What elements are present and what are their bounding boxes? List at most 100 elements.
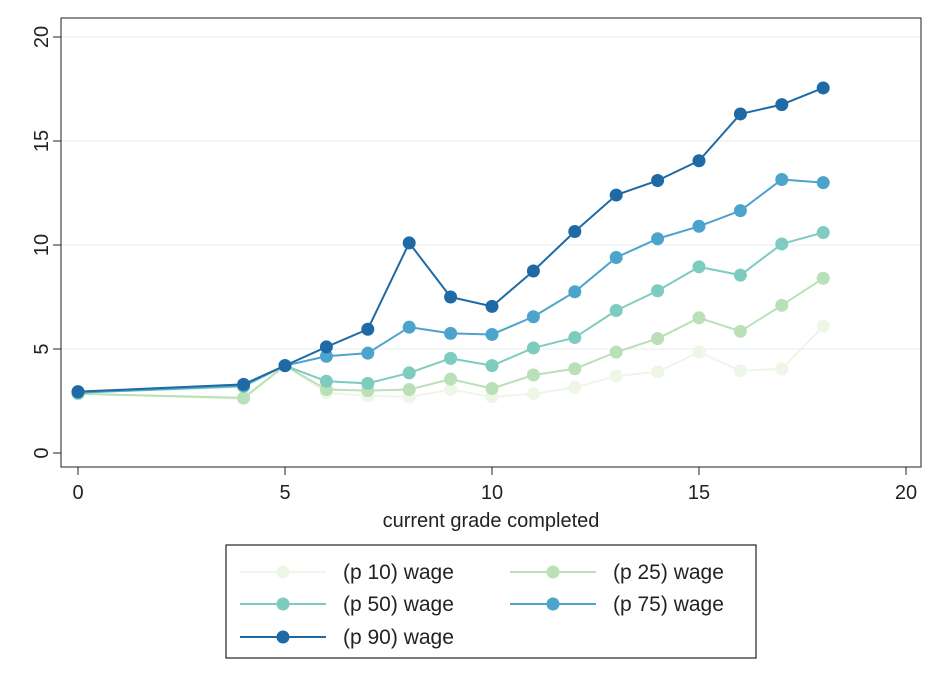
data-point (568, 362, 582, 376)
data-point (444, 290, 458, 304)
data-point (319, 349, 333, 363)
data-point (485, 299, 499, 313)
data-point (237, 377, 251, 391)
data-point (568, 380, 582, 394)
legend-item: (p 75) wage (510, 593, 724, 616)
data-point (485, 327, 499, 341)
data-point (361, 346, 375, 360)
series-line (77, 325, 824, 400)
legend-swatch-marker (276, 630, 290, 644)
data-point (775, 172, 789, 186)
x-tick-label: 20 (895, 482, 917, 504)
legend-item: (p 25) wage (510, 561, 724, 584)
data-point (526, 368, 540, 382)
data-point (692, 219, 706, 233)
data-point (816, 176, 830, 190)
data-point (526, 387, 540, 401)
data-point (485, 382, 499, 396)
data-point (692, 345, 706, 359)
data-point (485, 359, 499, 373)
data-point (278, 359, 292, 373)
data-point (319, 340, 333, 354)
data-point (816, 226, 830, 240)
legend: (p 10) wage (p 25) wage (p 50) wage (p 75) … (225, 544, 757, 659)
y-tick-label: 5 (31, 343, 53, 354)
series-4 (71, 81, 830, 399)
data-point (526, 264, 540, 278)
data-point (444, 383, 458, 397)
series-1 (71, 271, 830, 405)
data-point (444, 351, 458, 365)
data-point (402, 320, 416, 334)
data-point (733, 204, 747, 218)
x-axis-title: current grade completed (383, 510, 600, 532)
data-point (651, 332, 665, 346)
data-point (733, 107, 747, 121)
data-point (609, 345, 623, 359)
data-point (692, 311, 706, 325)
y-tick-label: 0 (31, 447, 53, 458)
series-3 (71, 172, 830, 400)
data-point (444, 326, 458, 340)
legend-label: (p 90) wage (343, 626, 454, 649)
y-tick-label: 15 (31, 130, 53, 152)
x-tick-label: 10 (481, 482, 503, 504)
data-point (609, 250, 623, 264)
data-point (733, 324, 747, 338)
data-point (568, 331, 582, 345)
data-point (816, 81, 830, 95)
data-point (526, 341, 540, 355)
data-point (526, 310, 540, 324)
data-point (733, 364, 747, 378)
data-point (733, 268, 747, 282)
data-point (692, 260, 706, 274)
x-tick-label: 15 (688, 482, 710, 504)
x-tick-label: 0 (72, 482, 83, 504)
series-line (77, 87, 824, 393)
data-point (651, 365, 665, 379)
series-line (77, 277, 824, 399)
legend-item: (p 90) wage (240, 626, 454, 649)
data-point (609, 369, 623, 383)
legend-swatch-marker (276, 597, 290, 611)
legend-swatch-marker (276, 565, 290, 579)
data-point (444, 372, 458, 386)
legend-label: (p 75) wage (613, 593, 724, 616)
data-point (816, 271, 830, 285)
data-point (402, 366, 416, 380)
data-point (609, 304, 623, 318)
data-point (319, 374, 333, 388)
data-point (775, 362, 789, 376)
legend-swatch-marker (546, 597, 560, 611)
data-point (237, 391, 251, 405)
data-point (775, 237, 789, 251)
legend-label: (p 10) wage (343, 561, 454, 584)
data-point (609, 188, 623, 202)
legend-item: (p 10) wage (240, 561, 454, 584)
data-point (361, 322, 375, 336)
data-point (651, 284, 665, 298)
y-tick-label: 20 (31, 26, 53, 48)
series-line (77, 178, 824, 394)
data-point (692, 154, 706, 168)
data-point (71, 385, 85, 399)
x-tick-label: 5 (279, 482, 290, 504)
data-point (651, 232, 665, 246)
axes: 0 5 10 15 20 0 5 10 15 20 (31, 26, 917, 504)
data-point (402, 383, 416, 397)
data-point (361, 376, 375, 390)
legend-swatch-marker (546, 565, 560, 579)
legend-label: (p 50) wage (343, 593, 454, 616)
data-point (651, 174, 665, 188)
legend-item: (p 50) wage (240, 593, 454, 616)
data-point (775, 98, 789, 112)
data-point (775, 298, 789, 312)
data-point (568, 285, 582, 299)
data-point (568, 224, 582, 238)
data-point (402, 236, 416, 250)
data-point (816, 319, 830, 333)
series-line (77, 231, 824, 394)
series-group (71, 81, 830, 406)
legend-label: (p 25) wage (613, 561, 724, 584)
